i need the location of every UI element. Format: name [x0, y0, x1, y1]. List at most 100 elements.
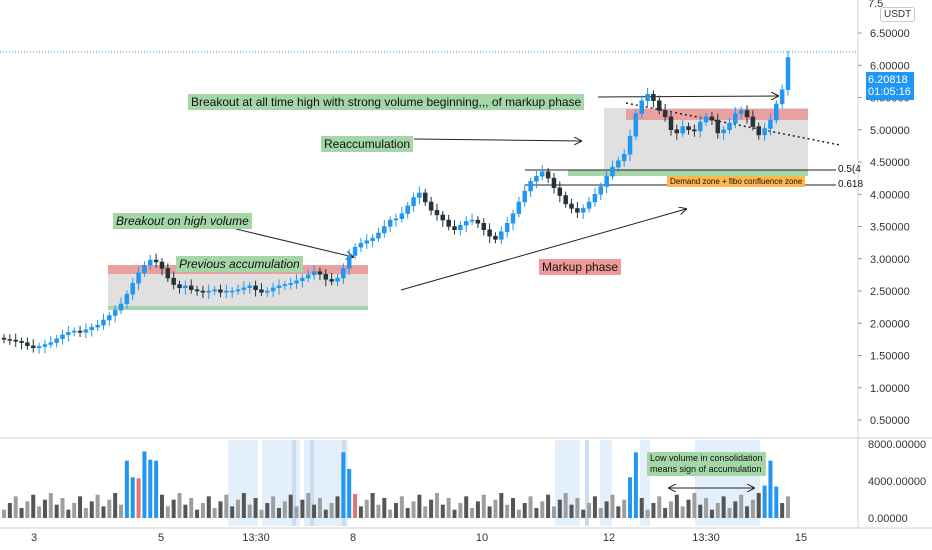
volume-bar: [616, 506, 621, 518]
volume-bar: [376, 504, 381, 518]
volume-bar: [762, 485, 767, 518]
candle-body: [692, 129, 697, 132]
candle-body: [305, 274, 311, 279]
candle-body: [586, 201, 592, 209]
volume-bar: [727, 508, 732, 518]
low-volume-note-line2: means sign of accumulation: [650, 464, 762, 474]
volume-bar: [633, 452, 638, 518]
volume-bar: [750, 499, 755, 518]
price-tick-label: 6.00000: [870, 60, 910, 72]
volume-bar: [470, 508, 475, 518]
breakout-high-volume-label: Breakout on high volume: [113, 213, 252, 229]
currency-badge[interactable]: USDT: [880, 7, 916, 22]
volume-bar: [218, 501, 223, 518]
volume-bar: [72, 503, 77, 518]
volume-bar: [557, 499, 562, 518]
volume-bar: [212, 508, 217, 518]
trendline-dotted: [625, 102, 841, 146]
time-tick-label: 15: [795, 532, 807, 544]
demand-zone-label: Demand zone + fibo confluence zone: [667, 176, 806, 187]
volume-bar: [66, 509, 71, 518]
volume-bar: [370, 493, 375, 518]
candle-body: [651, 94, 656, 101]
volume-bar: [540, 501, 545, 518]
candle-body: [247, 285, 252, 289]
candle-body: [428, 201, 434, 211]
volume-bar: [756, 493, 761, 518]
volume-highlight: [600, 440, 612, 526]
candle-body: [592, 194, 598, 203]
volume-bar: [124, 460, 129, 518]
volume-bar: [119, 504, 124, 518]
volume-tick-label: 8000.00000: [868, 439, 926, 451]
volume-bar: [704, 498, 709, 518]
volume-bar: [452, 509, 457, 518]
volume-bar: [446, 498, 451, 518]
volume-bar: [505, 504, 510, 518]
volume-bar: [399, 496, 404, 518]
volume-bar: [253, 498, 258, 518]
volume-bar: [745, 506, 750, 518]
volume-bar: [31, 494, 36, 518]
candle-body: [142, 264, 147, 274]
candle-body: [183, 285, 188, 289]
candle-body: [645, 94, 650, 101]
countdown-value: 01:05:16: [868, 86, 911, 98]
volume-bar: [364, 499, 369, 518]
volume-bar: [458, 503, 463, 518]
candle-body: [440, 214, 446, 221]
candle-body: [721, 129, 726, 134]
volume-bar: [353, 493, 358, 518]
candle-body: [77, 330, 83, 333]
candle-body: [218, 289, 223, 293]
previous-accumulation-support: [108, 306, 368, 310]
candle-body: [370, 237, 375, 241]
volume-bar: [411, 501, 416, 518]
candle-body: [551, 177, 557, 189]
volume-bar: [48, 493, 53, 518]
candle-body: [668, 116, 674, 130]
price-tick-label: 6.50000: [870, 28, 910, 40]
volume-bar: [323, 509, 328, 518]
volume-series[interactable]: [2, 451, 790, 518]
candle-body: [352, 246, 358, 256]
volume-bar: [709, 509, 714, 518]
volume-bar: [341, 452, 346, 518]
previous-accumulation-label: Previous accumulation: [176, 256, 303, 272]
volume-bar: [136, 478, 141, 518]
candlestick-series[interactable]: [1, 51, 791, 354]
volume-bar: [271, 496, 276, 518]
reaccumulation-arrow: [413, 139, 581, 141]
candle-body: [282, 284, 288, 287]
candle-body: [13, 339, 18, 342]
candle-body: [107, 315, 112, 321]
volume-bar: [2, 509, 6, 518]
volume-bar: [200, 503, 205, 518]
candle-body: [516, 201, 522, 214]
volume-bar: [388, 509, 393, 518]
volume-bar: [528, 496, 533, 518]
candle-body: [738, 110, 744, 114]
volume-bar: [645, 509, 650, 518]
volume-bar: [358, 506, 363, 518]
volume-bar: [19, 508, 24, 518]
candle-body: [768, 119, 773, 129]
candle-body: [294, 280, 299, 284]
candle-body: [31, 345, 36, 349]
candle-body: [563, 195, 568, 205]
volume-bar: [60, 498, 65, 518]
candle-body: [1, 337, 7, 340]
volume-bar: [300, 499, 305, 518]
candle-body: [95, 324, 100, 328]
candle-body: [265, 290, 270, 293]
price-tick-label: 2.50000: [870, 286, 910, 298]
price-tick-label: 0.50000: [870, 415, 910, 427]
candle-body: [136, 272, 141, 284]
candle-body: [42, 344, 48, 347]
price-tick-label: 3.00000: [870, 254, 910, 266]
candle-body: [364, 240, 369, 244]
candle-body: [697, 121, 703, 132]
volume-bar: [206, 496, 211, 518]
volume-highlight-dark: [292, 440, 296, 526]
